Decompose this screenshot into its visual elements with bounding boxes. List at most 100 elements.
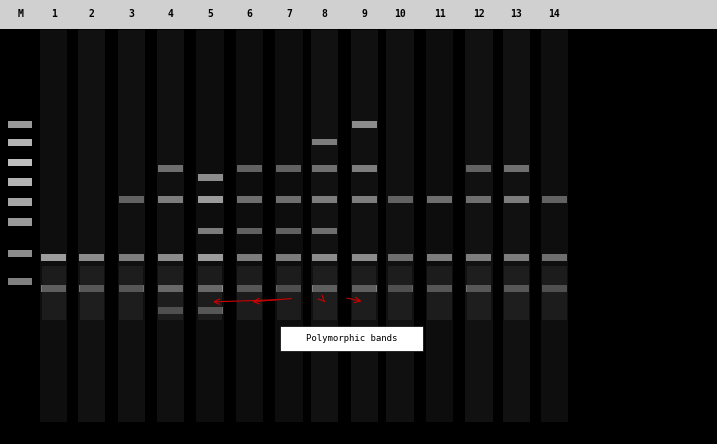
Bar xyxy=(119,285,143,292)
Bar xyxy=(542,254,566,261)
Bar xyxy=(277,285,301,292)
Text: 9: 9 xyxy=(361,9,367,20)
Bar xyxy=(427,266,452,320)
Bar xyxy=(352,254,376,261)
Bar xyxy=(542,285,566,292)
Bar xyxy=(313,165,337,172)
Text: 5: 5 xyxy=(207,9,213,20)
Bar xyxy=(237,228,262,234)
Bar xyxy=(237,266,262,320)
Bar xyxy=(158,308,183,314)
Bar xyxy=(196,29,224,422)
Bar xyxy=(8,121,32,128)
Text: 1: 1 xyxy=(51,9,57,20)
Text: 7: 7 xyxy=(286,9,292,20)
Bar xyxy=(277,266,301,320)
Bar xyxy=(313,266,337,320)
Bar xyxy=(388,285,412,292)
Text: 11: 11 xyxy=(434,9,445,20)
Bar xyxy=(158,165,183,172)
Bar xyxy=(119,254,143,261)
Bar xyxy=(542,196,566,203)
Bar xyxy=(352,121,376,128)
Bar xyxy=(119,196,143,203)
Bar xyxy=(277,165,301,172)
Bar xyxy=(8,218,32,226)
Bar xyxy=(78,29,105,422)
Text: 8: 8 xyxy=(322,9,328,20)
Bar xyxy=(426,29,453,422)
Bar xyxy=(504,196,528,203)
Bar xyxy=(504,285,528,292)
Bar xyxy=(237,254,262,261)
Bar xyxy=(198,228,222,234)
Bar xyxy=(80,285,104,292)
Bar xyxy=(386,29,414,422)
Bar xyxy=(467,285,491,292)
Bar xyxy=(313,139,337,145)
Bar xyxy=(504,266,528,320)
Text: 10: 10 xyxy=(394,9,406,20)
Bar xyxy=(388,254,412,261)
Text: M: M xyxy=(17,9,23,20)
Bar xyxy=(388,196,412,203)
Text: 2: 2 xyxy=(89,9,95,20)
Bar xyxy=(467,266,491,320)
Bar xyxy=(158,196,183,203)
Bar xyxy=(8,159,32,166)
Bar xyxy=(427,285,452,292)
Bar xyxy=(40,29,67,422)
Bar xyxy=(388,266,412,320)
Text: 12: 12 xyxy=(473,9,485,20)
Bar xyxy=(277,228,301,234)
Bar xyxy=(313,285,337,292)
Bar xyxy=(467,254,491,261)
Bar xyxy=(467,196,491,203)
Bar xyxy=(504,165,528,172)
Bar xyxy=(465,29,493,422)
Bar xyxy=(351,29,378,422)
Bar xyxy=(427,196,452,203)
Bar xyxy=(158,285,183,292)
Bar xyxy=(157,29,184,422)
Bar xyxy=(313,254,337,261)
Bar xyxy=(158,254,183,261)
Bar xyxy=(313,196,337,203)
Bar xyxy=(352,266,376,320)
Bar xyxy=(8,139,32,146)
Bar xyxy=(280,326,423,351)
Bar xyxy=(118,29,145,422)
Bar xyxy=(427,254,452,261)
Bar xyxy=(198,308,222,314)
Bar xyxy=(80,266,104,320)
Bar xyxy=(8,278,32,285)
Bar xyxy=(198,266,222,320)
Bar xyxy=(352,196,376,203)
Bar xyxy=(352,165,376,172)
Bar xyxy=(542,266,566,320)
Bar xyxy=(467,165,491,172)
Bar xyxy=(198,285,222,292)
Bar xyxy=(8,198,32,206)
Bar xyxy=(237,285,262,292)
Bar xyxy=(8,250,32,257)
Bar xyxy=(42,266,66,320)
Bar xyxy=(313,228,337,234)
Bar xyxy=(42,254,66,261)
Bar xyxy=(158,266,183,320)
Bar xyxy=(42,285,66,292)
Bar xyxy=(198,196,222,203)
Text: 14: 14 xyxy=(549,9,560,20)
Bar xyxy=(277,254,301,261)
Bar xyxy=(8,178,32,186)
Bar xyxy=(237,196,262,203)
Bar xyxy=(503,29,530,422)
Bar xyxy=(275,29,303,422)
Bar xyxy=(541,29,568,422)
Bar xyxy=(198,174,222,181)
Bar xyxy=(352,285,376,292)
Text: 3: 3 xyxy=(128,9,134,20)
Text: 4: 4 xyxy=(168,9,174,20)
Text: 13: 13 xyxy=(511,9,522,20)
Bar xyxy=(80,254,104,261)
